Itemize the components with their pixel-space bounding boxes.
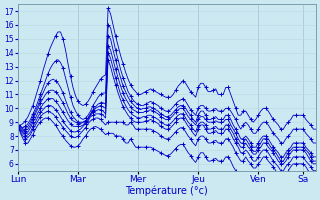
X-axis label: Température (°c): Température (°c) [125,185,208,196]
